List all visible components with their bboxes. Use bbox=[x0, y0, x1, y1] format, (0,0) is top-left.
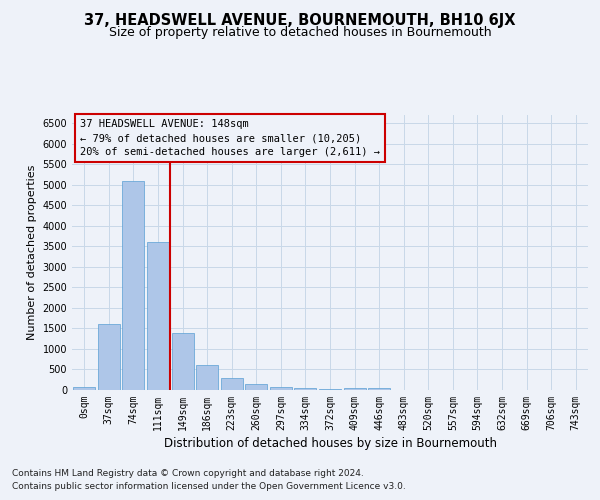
Text: Size of property relative to detached houses in Bournemouth: Size of property relative to detached ho… bbox=[109, 26, 491, 39]
Y-axis label: Number of detached properties: Number of detached properties bbox=[27, 165, 37, 340]
X-axis label: Distribution of detached houses by size in Bournemouth: Distribution of detached houses by size … bbox=[163, 437, 497, 450]
Bar bbox=[319, 389, 341, 390]
Text: Contains HM Land Registry data © Crown copyright and database right 2024.: Contains HM Land Registry data © Crown c… bbox=[12, 468, 364, 477]
Bar bbox=[295, 388, 316, 390]
Bar bbox=[196, 366, 218, 390]
Bar bbox=[147, 242, 169, 390]
Bar bbox=[122, 180, 145, 390]
Bar bbox=[344, 388, 365, 390]
Bar bbox=[73, 387, 95, 390]
Bar bbox=[172, 332, 194, 390]
Bar bbox=[270, 386, 292, 390]
Text: 37, HEADSWELL AVENUE, BOURNEMOUTH, BH10 6JX: 37, HEADSWELL AVENUE, BOURNEMOUTH, BH10 … bbox=[84, 12, 516, 28]
Bar bbox=[221, 378, 243, 390]
Bar bbox=[245, 384, 268, 390]
Text: Contains public sector information licensed under the Open Government Licence v3: Contains public sector information licen… bbox=[12, 482, 406, 491]
Text: 37 HEADSWELL AVENUE: 148sqm
← 79% of detached houses are smaller (10,205)
20% of: 37 HEADSWELL AVENUE: 148sqm ← 79% of det… bbox=[80, 119, 380, 157]
Bar bbox=[368, 388, 390, 390]
Bar bbox=[98, 324, 120, 390]
